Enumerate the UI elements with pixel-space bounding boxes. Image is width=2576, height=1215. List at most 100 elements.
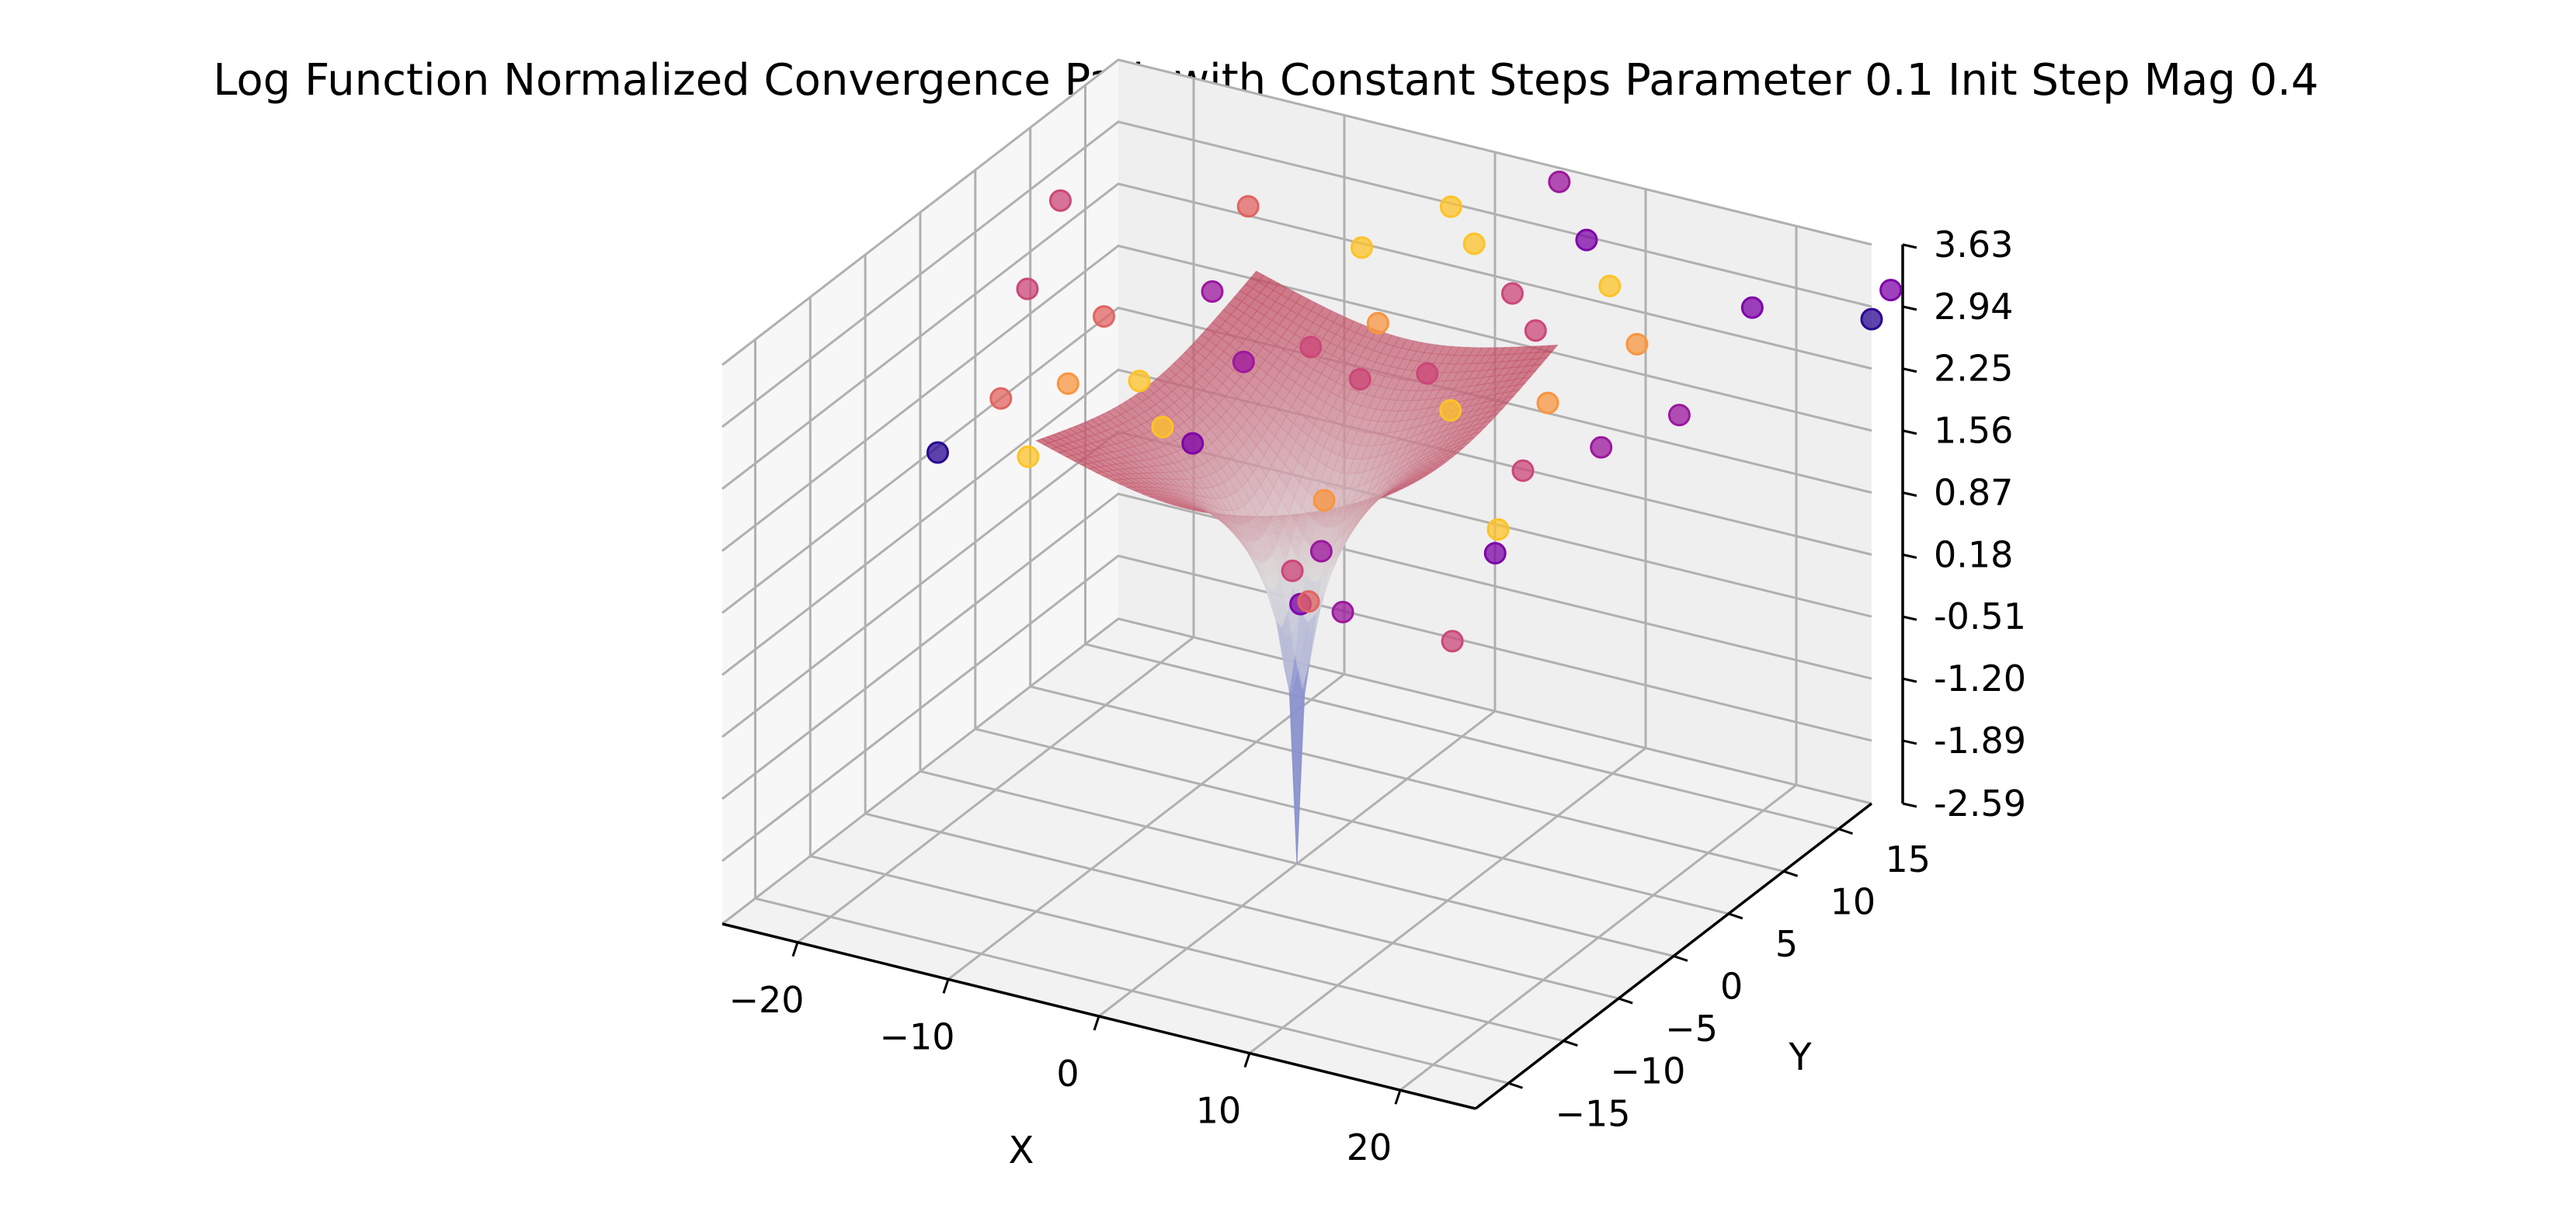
y-tick-mark [1728,912,1743,920]
tick-labels: −20−1001020−15−10−5051015-2.59-1.89-1.20… [728,224,2026,1168]
scatter-point [1590,436,1613,459]
scatter-point [1575,228,1598,252]
scatter-point [1312,489,1336,512]
z-tick-label: 2.25 [1934,348,2013,390]
grid-line-z [721,617,1872,925]
grid-line-z [721,182,1872,490]
scatter-point [1524,319,1547,342]
y-tick-mark [1563,1040,1578,1047]
grid-line-z [721,306,1872,614]
z-tick-label: 2.94 [1934,286,2013,328]
y-tick-label: −10 [1610,1050,1685,1092]
scatter-point [1299,335,1323,359]
y-tick-label: 15 [1886,838,1931,880]
scatter-point [1151,415,1174,439]
scatter-point [1598,274,1622,297]
scatter-point [1483,542,1507,565]
scatter-point [1309,540,1333,563]
scatter-point [1536,391,1559,415]
x-tick-mark [1093,1015,1100,1031]
scatter-point [989,387,1013,410]
scatter-point [1348,367,1371,391]
scatter-point [1625,332,1649,356]
grid-line-z [721,554,1872,863]
x-tick-label: −10 [879,1015,954,1057]
scatter-point [1462,232,1486,255]
scatter-point [1236,195,1260,218]
scatter-point [1511,459,1535,482]
y-tick-label: −5 [1665,1008,1718,1050]
grid-line-z [721,120,1872,429]
y-tick-mark [1783,870,1799,877]
grid-line-z [721,368,1872,676]
scatter-point [1128,370,1151,393]
scatter-point [1740,296,1764,319]
y-tick-mark [1838,828,1853,835]
scatter-point [1548,170,1571,193]
z-tick-mark [1902,553,1917,559]
x-axis-label: X [1009,1129,1034,1172]
grid-line-z [721,492,1872,800]
y-tick-mark [1508,1081,1523,1089]
z-tick-label: -1.89 [1934,720,2026,762]
scatter-point [1350,236,1373,259]
scatter-point [1056,372,1079,395]
x-tick-mark [791,942,799,957]
scatter-point [1093,305,1115,328]
scatter-point [1281,559,1304,582]
scatter-point [1500,282,1524,305]
x-tick-label: 20 [1347,1126,1392,1168]
scatter-point [1366,311,1389,335]
x-tick-label: 0 [1056,1053,1079,1095]
scatter-point [1201,279,1224,303]
z-tick-mark [1902,305,1917,311]
z-tick-label: 0.18 [1934,533,2013,575]
scatter-point [1860,307,1883,331]
z-tick-label: -1.20 [1934,658,2026,699]
x-tick-mark [942,978,950,994]
surface-patch [1250,270,1265,283]
x-tick-mark [1394,1089,1402,1105]
scatter-point [1331,600,1354,623]
z-tick-label: 3.63 [1934,224,2013,266]
z-tick-mark [1902,491,1917,497]
z-tick-label: -2.59 [1934,783,2026,824]
scatter-point [1439,195,1462,218]
z-tick-mark [1902,739,1917,745]
y-tick-label: 10 [1830,880,1876,922]
z-tick-mark [1902,615,1917,621]
scatter-point [1416,362,1439,385]
scatter-point [926,441,949,464]
scatter-point [1048,189,1072,212]
z-tick-label: 0.87 [1934,471,2013,513]
y-tick-label: −15 [1556,1092,1631,1134]
z-tick-mark [1902,429,1917,436]
scatter-point [1667,404,1691,427]
grid-line-z [721,58,1872,366]
z-tick-label: 1.56 [1934,410,2013,452]
z-tick-label: -0.51 [1934,595,2026,637]
grid-line-z [721,244,1872,552]
x-tick-mark [1243,1053,1251,1068]
scatter-point [1486,518,1510,541]
z-tick-mark [1902,802,1917,808]
scatter-point [1181,432,1205,455]
y-tick-mark [1618,997,1633,1005]
scatter-point [1232,350,1255,373]
y-tick-mark [1673,955,1688,962]
scatter-points [926,170,1903,653]
scatter-point [1297,590,1320,613]
y-tick-label: 5 [1775,923,1798,965]
x-tick-label: 10 [1196,1090,1242,1132]
y-axis-label: Y [1788,1036,1812,1079]
scatter-point [1017,445,1040,468]
scatter-point [1441,630,1464,653]
x-tick-label: −20 [728,979,804,1021]
y-tick-label: 0 [1720,966,1743,1008]
z-tick-mark [1902,677,1917,683]
z-tick-mark [1902,367,1917,373]
z-tick-mark [1902,243,1917,249]
scatter-point [1879,279,1903,302]
scatter-point [1016,277,1039,300]
